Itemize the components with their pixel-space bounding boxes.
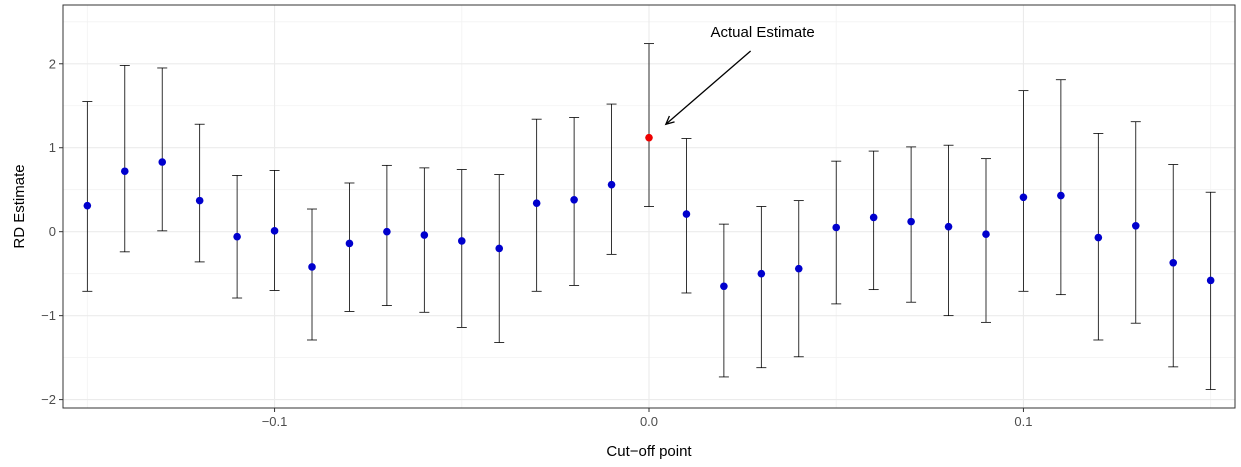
annotation-label: Actual Estimate — [711, 24, 815, 41]
data-point — [869, 213, 878, 222]
y-tick-label: 1 — [49, 140, 56, 155]
data-point — [383, 227, 391, 236]
data-point — [682, 210, 691, 218]
data-point — [720, 282, 728, 291]
data-point — [1057, 191, 1065, 200]
data-point — [1169, 258, 1178, 267]
data-point — [757, 269, 766, 278]
data-point — [195, 196, 204, 205]
data-point — [607, 180, 616, 189]
x-axis-title: Cut−off point — [606, 443, 692, 460]
y-tick-label: −2 — [41, 392, 56, 407]
data-point — [982, 230, 990, 239]
data-point — [457, 237, 466, 245]
data-point — [495, 244, 504, 253]
data-point — [83, 201, 92, 210]
data-point — [345, 239, 354, 248]
data-point — [532, 199, 541, 207]
data-point — [944, 222, 953, 231]
data-point — [1019, 193, 1028, 202]
data-point — [270, 227, 279, 235]
data-point — [907, 217, 915, 226]
x-tick-label: 0.0 — [640, 414, 658, 429]
data-point — [120, 167, 129, 176]
annotation-arrow-head — [664, 115, 675, 126]
annotation-arrow-line — [665, 50, 752, 125]
y-tick-label: 2 — [49, 56, 56, 71]
data-point — [420, 231, 429, 239]
actual-estimate-point — [645, 133, 653, 142]
y-axis-ticks: −2 −1 0 1 2 — [41, 56, 63, 407]
y-axis-title: RD Estimate — [11, 164, 28, 248]
x-axis-ticks: −0.1 0.0 0.1 — [262, 408, 1032, 429]
data-point — [1206, 276, 1215, 285]
data-point — [308, 263, 316, 271]
data-point — [570, 195, 578, 204]
data-point — [233, 232, 241, 241]
x-tick-label: 0.1 — [1014, 414, 1032, 429]
y-tick-label: −1 — [41, 308, 56, 323]
x-tick-label: −0.1 — [262, 414, 288, 429]
data-point — [1131, 222, 1140, 230]
y-tick-label: 0 — [49, 224, 56, 239]
data-point — [832, 223, 841, 232]
data-point — [158, 158, 167, 166]
data-point — [1094, 233, 1103, 242]
data-point — [794, 264, 803, 273]
data-points — [83, 133, 1215, 291]
annotation: Actual Estimate — [664, 24, 815, 126]
